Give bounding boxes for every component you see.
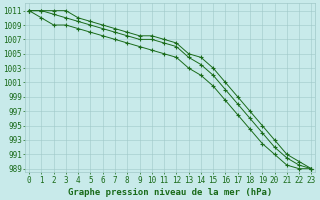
X-axis label: Graphe pression niveau de la mer (hPa): Graphe pression niveau de la mer (hPa) [68,188,272,197]
